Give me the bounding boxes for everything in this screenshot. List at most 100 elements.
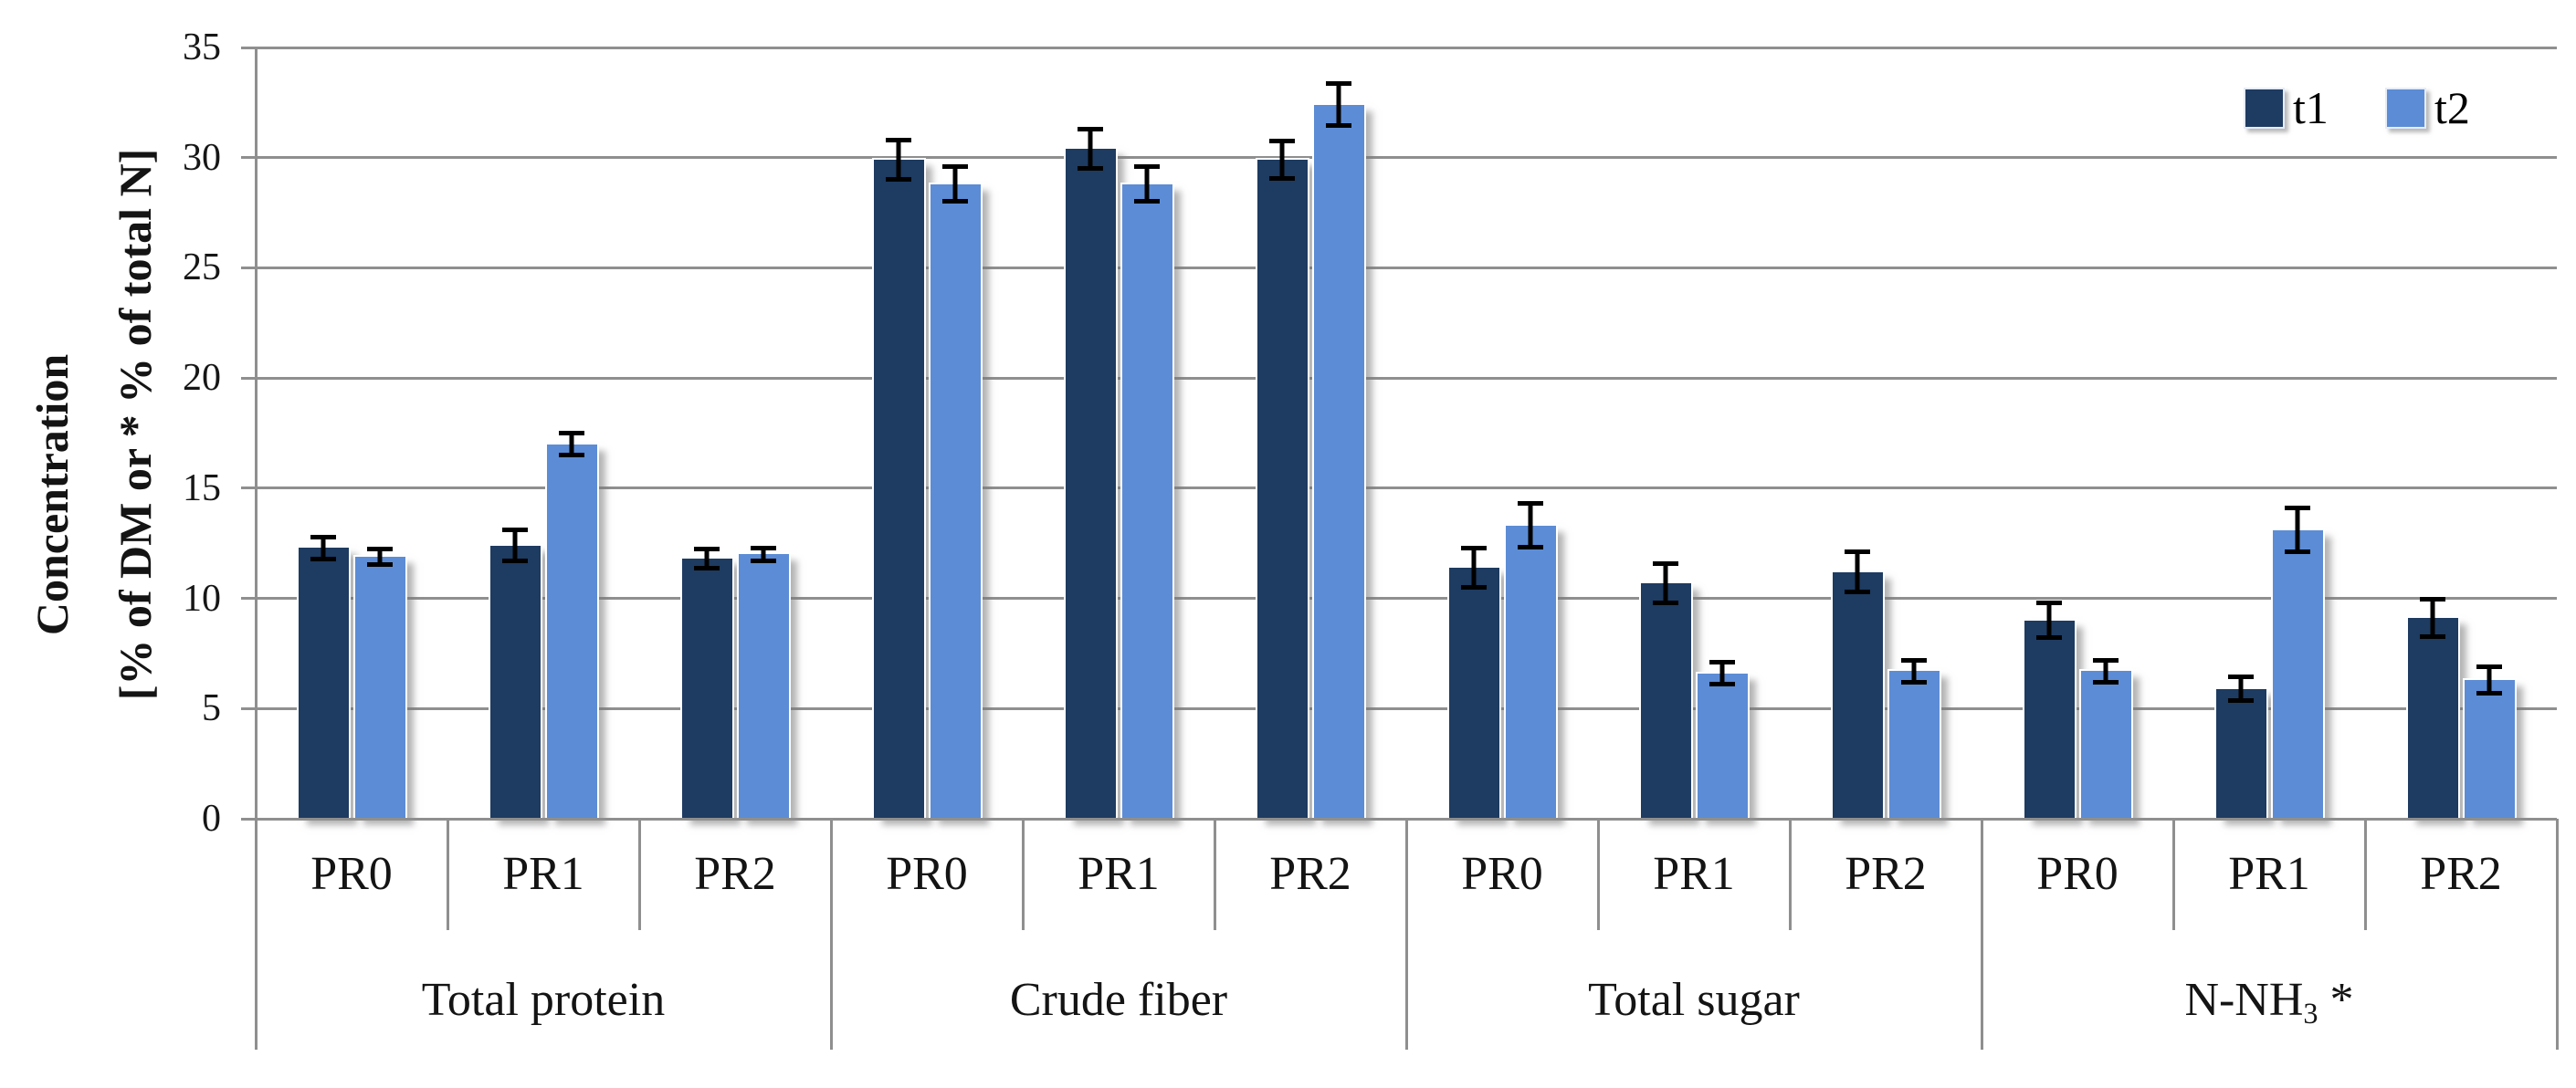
error-bar-part	[886, 137, 911, 142]
y-tick-label-15: 15	[183, 466, 221, 509]
error-bar-part	[2476, 690, 2502, 696]
error-bar-part	[1088, 126, 1093, 172]
x-category-label-pr2-group1: PR2	[694, 848, 776, 900]
error-bar-part	[559, 431, 584, 436]
error-bar-t2-group4-pr2	[2476, 664, 2502, 696]
error-bar-part	[1845, 549, 1870, 555]
x-category-label-pr0-group4: PR0	[2036, 848, 2119, 900]
error-bar-part	[2285, 506, 2310, 511]
error-bar-t1-group3-pr2	[1845, 549, 1870, 594]
error-bar-part	[1078, 166, 1103, 172]
category-separator	[2363, 820, 2367, 930]
y-tick-label-0: 0	[202, 798, 221, 840]
error-bar-part	[2228, 698, 2254, 704]
error-bar-t1-group4-pr1	[2228, 674, 2254, 704]
error-bar-t2-group4-pr0	[2093, 657, 2119, 685]
gridline-30	[256, 156, 2557, 160]
error-bar-part	[1663, 560, 1668, 605]
error-bar-t1-group1-pr1	[502, 528, 528, 563]
error-bar-part	[1326, 123, 1351, 129]
error-bar-part	[1709, 682, 1735, 687]
legend-label-t2: t2	[2434, 82, 2470, 133]
y-tick-label-20: 20	[183, 357, 221, 400]
y-tickmark-30	[241, 156, 256, 160]
bar-t2-group3-pr0	[1505, 525, 1556, 819]
bar-t2-group2-pr1	[1121, 183, 1172, 819]
bar-t2-group4-pr0	[2080, 671, 2131, 819]
group-separator-3	[1980, 819, 1983, 1050]
error-bar-t1-group1-pr2	[694, 546, 720, 571]
bar-t2-group3-pr1	[1697, 673, 1748, 819]
error-bar-part	[2046, 600, 2052, 641]
error-bar-part	[502, 528, 528, 533]
legend-label-t1: t1	[2293, 82, 2329, 133]
error-bar-part	[942, 199, 968, 204]
x-category-label-pr2-group3: PR2	[1845, 848, 1927, 900]
error-bar-part	[2487, 664, 2492, 696]
bar-t1-group3-pr1	[1640, 582, 1691, 819]
error-bar-t2-group1-pr2	[751, 545, 776, 563]
y-tickmark-25	[241, 266, 256, 269]
error-bar-part	[704, 546, 710, 571]
error-bar-part	[1901, 657, 1927, 663]
bar-t2-group3-pr2	[1888, 671, 1940, 819]
error-bar-part	[1709, 660, 1735, 665]
category-separator	[2171, 820, 2175, 930]
bar-t1-group1-pr0	[298, 548, 349, 819]
error-bar-part	[2420, 597, 2445, 602]
bar-t1-group1-pr2	[681, 559, 732, 819]
gridline-35	[256, 46, 2557, 49]
error-bar-part	[1461, 545, 1487, 550]
error-bar-t2-group3-pr0	[1518, 501, 1543, 550]
group-separator-1	[829, 819, 833, 1050]
error-bar-part	[2430, 597, 2435, 640]
legend-item-t1: t1	[2244, 82, 2329, 133]
error-bar-part	[1269, 176, 1295, 182]
error-bar-part	[1144, 163, 1150, 204]
error-bar-part	[2295, 506, 2300, 555]
error-bar-part	[1471, 545, 1477, 590]
error-bar-t2-group2-pr0	[942, 163, 968, 204]
error-bar-t2-group3-pr1	[1709, 660, 1735, 687]
error-bar-part	[1336, 81, 1341, 129]
error-bar-part	[942, 163, 968, 169]
error-bar-part	[761, 545, 766, 563]
y-tick-label-25: 25	[183, 246, 221, 289]
bar-t2-group2-pr2	[1313, 104, 1364, 819]
error-bar-t2-group2-pr1	[1134, 163, 1160, 204]
error-bar-part	[310, 556, 336, 561]
error-bar-part	[321, 534, 326, 561]
error-bar-part	[310, 534, 336, 539]
error-bar-part	[1518, 545, 1543, 550]
error-bar-part	[1845, 589, 1870, 594]
x-category-label-pr0-group2: PR0	[886, 848, 968, 900]
y-tickmark-35	[241, 46, 256, 49]
y-tick-label-35: 35	[183, 26, 221, 68]
error-bar-part	[1279, 139, 1285, 182]
y-tick-label-10: 10	[183, 577, 221, 620]
y-tickmark-5	[241, 706, 256, 710]
error-bar-part	[1911, 657, 1917, 685]
x-category-label-pr2-group4: PR2	[2420, 848, 2502, 900]
bar-t1-group4-pr1	[2215, 688, 2266, 819]
bar-t1-group2-pr1	[1065, 149, 1116, 819]
y-axis-title-line1: Concentration	[26, 353, 78, 636]
x-group-label-2: Crude fiber	[1009, 974, 1228, 1026]
error-bar-part	[1269, 139, 1295, 144]
gridline-10	[256, 597, 2557, 601]
legend-swatch-t2	[2385, 87, 2426, 129]
error-bar-t1-group3-pr0	[1461, 545, 1487, 590]
category-separator	[1021, 820, 1025, 930]
subscript: 3	[2303, 997, 2318, 1030]
error-bar-part	[2036, 635, 2062, 641]
error-bar-part	[896, 137, 901, 183]
category-separator	[1788, 820, 1792, 930]
y-axis-line	[254, 46, 258, 1050]
legend-swatch-t1	[2244, 87, 2285, 129]
error-bar-part	[2093, 679, 2119, 685]
x-group-label-1: Total protein	[421, 974, 666, 1026]
x-category-label-pr0-group1: PR0	[310, 848, 393, 900]
error-bar-part	[2103, 657, 2108, 685]
bar-t2-group2-pr0	[930, 183, 981, 819]
